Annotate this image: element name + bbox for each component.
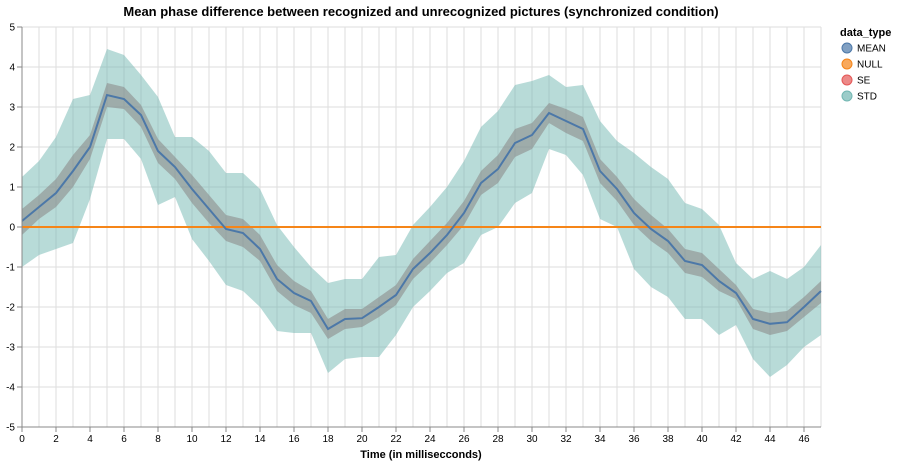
y-tick-label: 3 — [9, 103, 15, 114]
legend-symbol-std — [841, 90, 853, 102]
x-tick-label: 34 — [594, 434, 606, 445]
x-tick-label: 44 — [764, 434, 776, 445]
y-tick-label: 5 — [9, 23, 15, 34]
x-tick-label: 38 — [662, 434, 674, 445]
x-tick-label: 32 — [560, 434, 572, 445]
legend-symbol-mean — [841, 42, 853, 54]
x-axis-title: Time (in millisecconds) — [360, 449, 482, 461]
x-tick-label: 0 — [19, 434, 25, 445]
x-tick-label: 40 — [696, 434, 708, 445]
x-tick-label: 18 — [322, 434, 334, 445]
y-tick-label: -1 — [6, 263, 15, 274]
x-tick-label: 22 — [390, 434, 402, 445]
mean-line — [21, 93, 822, 331]
x-tick-label: 24 — [424, 434, 436, 445]
x-tick-label: 28 — [492, 434, 504, 445]
y-tick-label: -3 — [6, 343, 15, 354]
lines — [21, 93, 822, 331]
x-tick-label: 10 — [186, 434, 198, 445]
y-tick-label: 2 — [9, 143, 15, 154]
y-tick-label: 4 — [9, 63, 15, 74]
legend: data_type MEAN NULL SE STD — [840, 27, 891, 103]
legend-label-se: SE — [857, 76, 871, 87]
x-tick-label: 6 — [121, 434, 127, 445]
x-tick-label: 4 — [87, 434, 93, 445]
x-tick-label: 12 — [220, 434, 232, 445]
legend-symbol-se — [841, 74, 853, 86]
x-tick-label: 16 — [288, 434, 300, 445]
y-tick-label: -2 — [6, 303, 15, 314]
x-tick-label: 36 — [628, 434, 640, 445]
x-tick-label: 42 — [730, 434, 742, 445]
x-tick-label: 46 — [798, 434, 810, 445]
y-tick-label: -5 — [6, 423, 15, 434]
x-tick-label: 8 — [155, 434, 161, 445]
y-tick-label: -4 — [6, 383, 15, 394]
legend-label-std: STD — [857, 92, 877, 103]
x-tick-label: 30 — [526, 434, 538, 445]
x-tick-label: 20 — [356, 434, 368, 445]
std-band — [22, 49, 821, 377]
x-tick-label: 2 — [53, 434, 59, 445]
y-tick-label: 0 — [9, 223, 15, 234]
chart-title: Mean phase difference between recognized… — [123, 4, 718, 19]
bands — [22, 49, 821, 377]
x-tick-label: 26 — [458, 434, 470, 445]
legend-symbol-null — [841, 58, 853, 70]
y-tick-label: 1 — [9, 183, 15, 194]
legend-label-null: NULL — [857, 60, 883, 71]
legend-title: data_type — [840, 27, 891, 39]
legend-label-mean: MEAN — [857, 44, 886, 55]
x-tick-label: 14 — [254, 434, 266, 445]
